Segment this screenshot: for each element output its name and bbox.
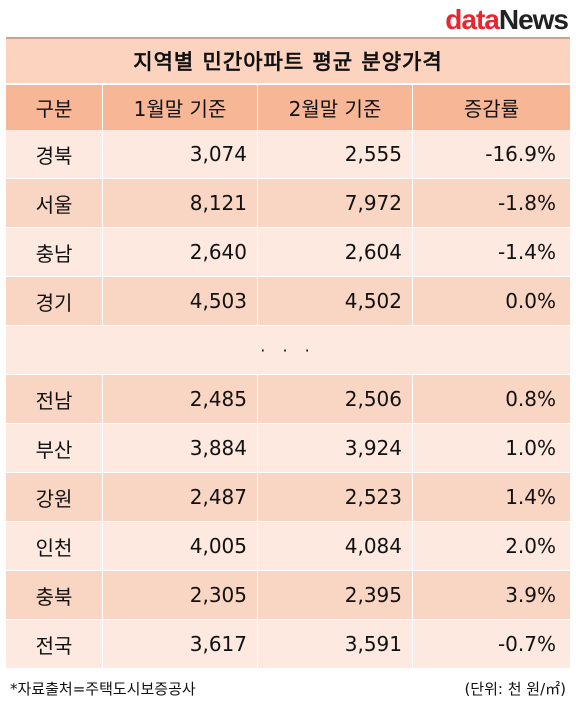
table-row: 충북 2,305 2,395 3.9% (6, 571, 570, 620)
table-row: 인천 4,005 4,084 2.0% (6, 522, 570, 571)
cell-january: 3,884 (103, 424, 258, 472)
cell-region: 전국 (6, 620, 103, 668)
table-row: 부산 3,884 3,924 1.0% (6, 424, 570, 473)
cell-change: 0.0% (505, 289, 556, 313)
source-note: *자료출처=주택도시보증공사 (10, 680, 196, 698)
cell-change: 0.8% (505, 387, 556, 411)
cell-change: 3.9% (505, 583, 556, 607)
cell-change: 1.0% (505, 436, 556, 460)
cell-change: -1.8% (497, 191, 556, 215)
header-february: 2월말 기준 (258, 85, 413, 130)
logo-part-data: data (445, 4, 500, 35)
table-row: 강원 2,487 2,523 1.4% (6, 473, 570, 522)
table-row: 서울 8,121 7,972 -1.8% (6, 179, 570, 228)
cell-february: 3,924 (258, 424, 413, 472)
cell-region: 전남 (6, 375, 103, 423)
header-change-rate: 증감률 (463, 97, 520, 121)
cell-february: 3,591 (258, 620, 413, 668)
cell-february: 2,395 (258, 571, 413, 619)
cell-february: 2,555 (258, 130, 413, 178)
cell-january: 3,074 (103, 130, 258, 178)
cell-january: 3,617 (103, 620, 258, 668)
cell-region: 인천 (6, 522, 103, 570)
cell-change: -16.9% (485, 142, 556, 166)
footer: *자료출처=주택도시보증공사 (단위: 천 원/㎡) (10, 678, 566, 702)
header-january: 1월말 기준 (103, 85, 258, 130)
cell-change: 1.4% (505, 485, 556, 509)
cell-region: 경북 (6, 130, 103, 178)
table-row: 충남 2,640 2,604 -1.4% (6, 228, 570, 277)
omitted-rows-ellipsis: · · · (6, 326, 570, 375)
cell-region: 서울 (6, 179, 103, 227)
cell-february: 2,523 (258, 473, 413, 521)
cell-january: 4,503 (103, 277, 258, 325)
unit-note: (단위: 천 원/㎡) (464, 680, 566, 698)
table-body: 경북 3,074 2,555 -16.9% 서울 8,121 7,972 -1.… (6, 130, 570, 669)
cell-region: 경기 (6, 277, 103, 325)
cell-region: 강원 (6, 473, 103, 521)
table-row: 경북 3,074 2,555 -16.9% (6, 130, 570, 179)
cell-february: 4,502 (258, 277, 413, 325)
header-region: 구분 (6, 85, 103, 130)
cell-change: -0.7% (497, 632, 556, 656)
cell-region: 충북 (6, 571, 103, 619)
table-title: 지역별 민간아파트 평균 분양가격 (6, 37, 570, 83)
cell-february: 7,972 (258, 179, 413, 227)
cell-change: 2.0% (505, 534, 556, 558)
cell-february: 2,506 (258, 375, 413, 423)
cell-january: 4,005 (103, 522, 258, 570)
cell-january: 2,485 (103, 375, 258, 423)
table-row: 전국 3,617 3,591 -0.7% (6, 620, 570, 669)
logo-part-news: News (498, 4, 569, 35)
table-header: 구분 1월말 기준 2월말 기준 증감률 (6, 85, 570, 130)
cell-region: 부산 (6, 424, 103, 472)
cell-region: 충남 (6, 228, 103, 276)
datanews-logo: dataNews (445, 4, 569, 36)
table-row: 경기 4,503 4,502 0.0% (6, 277, 570, 326)
cell-january: 2,305 (103, 571, 258, 619)
cell-change: -1.4% (497, 240, 556, 264)
cell-january: 8,121 (103, 179, 258, 227)
cell-january: 2,640 (103, 228, 258, 276)
cell-january: 2,487 (103, 473, 258, 521)
table-row: 전남 2,485 2,506 0.8% (6, 375, 570, 424)
cell-february: 4,084 (258, 522, 413, 570)
cell-february: 2,604 (258, 228, 413, 276)
